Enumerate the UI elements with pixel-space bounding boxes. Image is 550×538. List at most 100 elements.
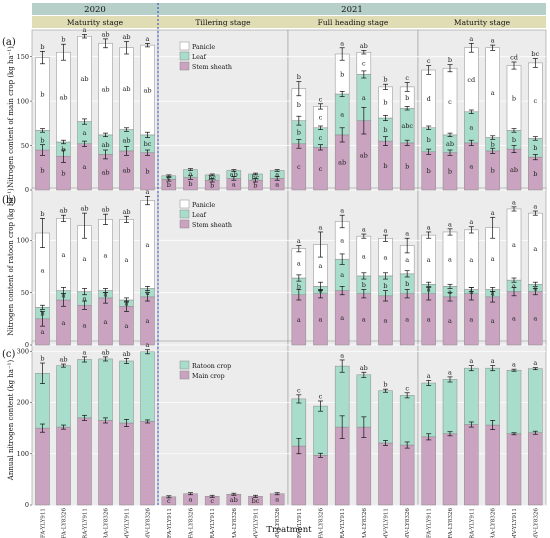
panel-bg: [157, 29, 289, 191]
bar-main: [506, 433, 522, 506]
y-tick-label: 50: [21, 142, 29, 150]
sig-letter-stem: a: [62, 319, 66, 327]
y-tick-label: 0: [25, 186, 29, 194]
sig-letter-total: ab: [122, 33, 130, 41]
bar-ratoon: [485, 367, 500, 426]
bar-ratoon: [442, 379, 458, 435]
sig-letter-leaf: b: [40, 137, 44, 145]
sig-letter-main: c: [167, 497, 171, 505]
bar-main: [119, 422, 134, 506]
panel-bg: [417, 187, 547, 346]
sig-letter-leaf: ab: [101, 141, 109, 149]
panel-bg: [31, 187, 159, 346]
sig-letter-leaf: a: [62, 292, 66, 300]
sig-letter-stem: b: [188, 180, 192, 188]
sig-letter-total: a: [469, 35, 473, 43]
sig-letter-total: a: [340, 351, 344, 359]
sig-letter-stem: b: [145, 168, 149, 176]
sig-letter-leaf: a: [491, 289, 495, 297]
sig-letter-total: a: [469, 218, 473, 226]
sig-letter-leaf: a: [340, 271, 344, 279]
legend-swatch: [179, 41, 190, 51]
sig-letter-stem: a: [319, 316, 323, 324]
sig-letter-panicle: a: [427, 256, 431, 264]
sig-letter-total: a: [83, 348, 87, 356]
y-tick-label: 100: [17, 97, 29, 105]
x-tick-label: MV-YLY911: [254, 508, 260, 538]
x-tick-label: FA-YLY911: [41, 508, 47, 538]
sig-letter-panicle: a: [491, 89, 495, 97]
sig-letter-stem: a: [275, 181, 279, 189]
sig-letter-leaf: b: [297, 129, 301, 137]
x-tick-label: FA-YLY911: [297, 508, 303, 538]
sig-letter-stem: ab: [510, 166, 518, 174]
sig-letter-main: bc: [252, 497, 260, 505]
axes: 0 50 100 150 0 50 100 0 100 200 300 FA-YLY911 FA-LY8…: [17, 53, 540, 538]
sig-letter-leaf: a: [512, 282, 516, 290]
sig-letter-stem: a: [83, 163, 87, 171]
sig-letter-total: ab: [80, 205, 88, 213]
sig-letter-stem: b: [167, 181, 171, 189]
legend-swatch: [179, 61, 190, 71]
sig-letter-stem: a: [512, 315, 516, 323]
x-tick-label: RA-YLY911: [340, 508, 346, 538]
panel-bg: [417, 29, 547, 191]
sig-letter-stem: a: [340, 314, 344, 322]
bar-ratoon: [98, 358, 113, 421]
sig-letter-total: b: [448, 56, 452, 64]
x-tick-label: MV-LY8326: [146, 508, 152, 538]
sig-letter-stem: a: [146, 317, 150, 325]
y-tick-label: 100: [17, 450, 29, 458]
panel-bg: [417, 340, 547, 506]
sig-letter-panicle: c: [448, 98, 452, 106]
sig-letter-leaf: b: [533, 144, 537, 152]
sig-letter-leaf: b: [427, 136, 431, 144]
sig-letter-panicle: ab: [101, 85, 109, 93]
sig-letter-panicle: a: [405, 256, 409, 264]
bar-main: [464, 424, 479, 506]
sig-letter-panicle: ab: [143, 86, 151, 94]
sig-letter-panicle: a: [362, 252, 366, 260]
sig-letter-leaf: ab: [230, 171, 238, 179]
sig-letter-stem: b: [533, 170, 537, 178]
sig-letter-total: ab: [360, 364, 368, 372]
sig-letter-total: ab: [59, 356, 67, 364]
sig-letter-panicle: a: [146, 241, 150, 249]
legend-swatch: [179, 219, 190, 229]
error-bars: [40, 34, 538, 499]
sig-letter-leaf: bc: [252, 173, 260, 181]
sig-letter-stem: a: [104, 318, 108, 326]
sig-letter-stem: a: [427, 316, 431, 324]
panel-bg: [157, 187, 289, 346]
panel-bg: [287, 29, 419, 191]
sig-letter-panicle: a: [125, 256, 129, 264]
sig-letter-main: ab: [230, 496, 238, 504]
bar-ratoon: [119, 360, 134, 424]
panel-label-a: (a): [2, 37, 16, 48]
sig-letter-total: c: [427, 57, 431, 65]
sig-letter-total: a: [448, 220, 452, 228]
sig-letter-stem: a: [384, 317, 388, 325]
bar-main: [356, 426, 372, 506]
sig-letter-total: bc: [531, 50, 539, 58]
sig-letter-total: a: [146, 341, 150, 349]
sig-letter-leaf: b: [512, 136, 516, 144]
sig-letter-main: a: [189, 496, 193, 504]
sig-letter-panicle: b: [405, 94, 409, 102]
panel-bg: [31, 29, 159, 191]
bar-main: [56, 426, 71, 506]
legend-label: Stem sheath: [192, 222, 232, 229]
sig-letter-stem: a: [405, 316, 409, 324]
x-tick-label: RA-LY8326: [362, 508, 368, 538]
sig-letter-leaf: abc: [401, 122, 413, 130]
year-label-2021: 2021: [341, 5, 363, 15]
sig-letter-stem: c: [297, 163, 301, 171]
panel-label-b: (b): [2, 195, 16, 206]
sig-letter-stem: ab: [122, 167, 130, 175]
sig-letter-panicle: a: [384, 253, 388, 261]
sig-letter-total: ab: [101, 30, 109, 38]
sig-letter-leaf: b: [383, 126, 387, 134]
sig-letter-total: ab: [360, 42, 368, 50]
legend-swatch: [179, 360, 190, 370]
sig-letter-panicle: c: [319, 113, 323, 121]
